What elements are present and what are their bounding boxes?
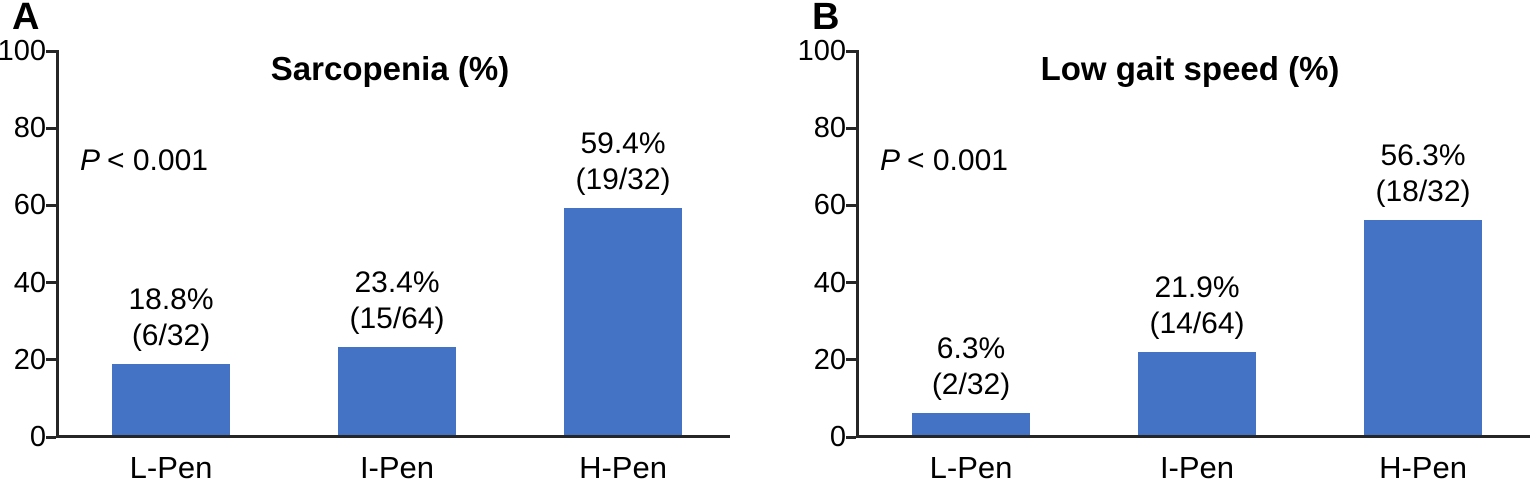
bar-value-label: 23.4% (15/64) — [287, 265, 507, 337]
y-tick-label: 80 — [813, 112, 846, 145]
category-label: H-Pen — [579, 450, 667, 485]
p-value-annotation: P < 0.001 — [80, 144, 208, 178]
bar — [112, 364, 230, 437]
y-tick-mark — [846, 203, 856, 207]
y-tick-label: 100 — [797, 35, 846, 67]
y-tick-label: 100 — [0, 35, 46, 67]
y-tick-mark — [846, 126, 856, 130]
y-tick-mark — [46, 49, 56, 53]
y-tick-mark — [46, 358, 56, 362]
y-tick-mark — [46, 435, 56, 439]
bar — [912, 413, 1030, 437]
category-label: L-Pen — [929, 450, 1013, 485]
category-label: L-Pen — [129, 450, 213, 485]
y-axis-line — [56, 50, 59, 438]
bar-value-line: 18.8% — [128, 283, 214, 316]
y-tick-label: 0 — [29, 421, 46, 453]
y-tick-label: 20 — [13, 343, 46, 376]
y-tick-mark — [846, 49, 856, 53]
bar-value-line: (6/32) — [131, 319, 211, 352]
y-tick-label: 60 — [13, 189, 46, 222]
bar-value-line: (2/32) — [931, 368, 1011, 401]
bar-value-label: 59.4% (19/32) — [513, 126, 733, 198]
y-tick-label: 60 — [813, 189, 846, 222]
panel-a: A Sarcopenia (%) P < 0.001 0 20 40 60 80 100 1… — [0, 0, 735, 488]
p-value-text: < 0.001 — [907, 144, 1008, 177]
category-label: H-Pen — [1379, 450, 1467, 485]
y-tick-label: 40 — [813, 266, 846, 299]
y-tick-label: 20 — [813, 343, 846, 376]
y-tick-label: 40 — [13, 266, 46, 299]
p-value-text: < 0.001 — [107, 144, 208, 177]
bar-value-line: (14/64) — [1149, 307, 1245, 340]
panel-letter: B — [812, 0, 840, 38]
x-axis-line — [56, 435, 730, 438]
category-label: I-Pen — [1159, 450, 1235, 485]
y-tick-label: 80 — [13, 112, 46, 145]
y-tick-mark — [46, 281, 56, 285]
bar-value-line: 56.3% — [1380, 139, 1466, 172]
panel-b: B Low gait speed (%) P < 0.001 0 20 40 60 80 1… — [798, 0, 1535, 488]
bar-value-line: (18/32) — [1375, 175, 1471, 208]
bar-value-line: 21.9% — [1154, 271, 1240, 304]
bar — [1138, 352, 1256, 437]
chart-title: Sarcopenia (%) — [270, 50, 510, 87]
x-axis-line — [856, 435, 1530, 438]
bar — [338, 347, 456, 437]
bar-value-line: 23.4% — [354, 266, 440, 299]
y-tick-mark — [846, 281, 856, 285]
bar-value-label: 21.9% (14/64) — [1087, 270, 1307, 342]
panel-letter: A — [12, 0, 40, 38]
bar-value-label: 56.3% (18/32) — [1313, 138, 1533, 210]
bar-value-line: 6.3% — [936, 332, 1006, 365]
y-tick-mark — [846, 435, 856, 439]
category-label: I-Pen — [359, 450, 435, 485]
bar — [1364, 220, 1482, 437]
p-value-annotation: P < 0.001 — [880, 144, 1008, 178]
y-tick-mark — [846, 358, 856, 362]
y-axis-line — [856, 50, 859, 438]
bar-value-line: 59.4% — [580, 127, 666, 160]
y-tick-mark — [46, 203, 56, 207]
y-tick-mark — [46, 126, 56, 130]
bar-value-line: (15/64) — [349, 302, 445, 335]
p-symbol: P — [80, 144, 101, 177]
bar-value-line: (19/32) — [575, 163, 671, 196]
chart-title: Low gait speed (%) — [1040, 50, 1340, 87]
bar-value-label: 18.8% (6/32) — [61, 282, 281, 354]
y-tick-label: 0 — [829, 421, 846, 453]
bar — [564, 208, 682, 437]
bar-value-label: 6.3% (2/32) — [861, 331, 1081, 403]
p-symbol: P — [880, 144, 901, 177]
